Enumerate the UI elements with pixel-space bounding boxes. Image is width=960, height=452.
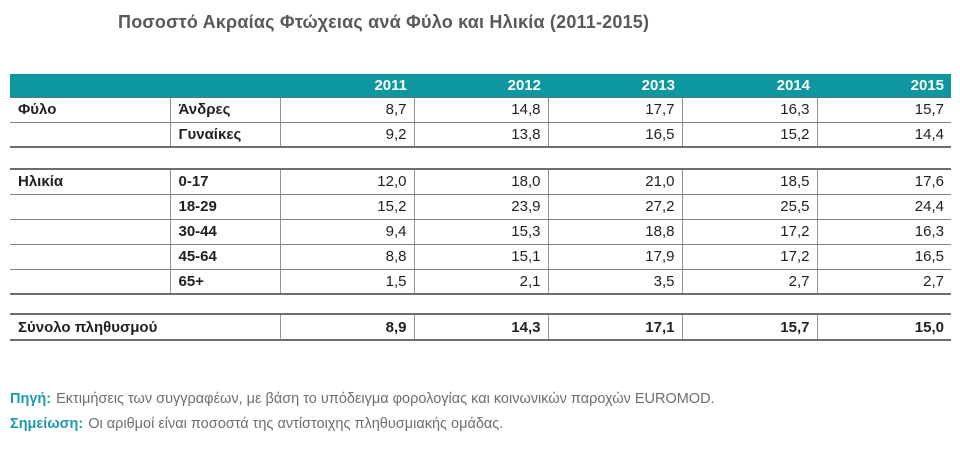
section-label-age: Ηλικία — [10, 168, 170, 195]
cell-value: 8,8 — [279, 244, 414, 270]
cell-value: 9,2 — [279, 122, 414, 148]
table-row-total: Σύνολο πληθυσμού 8,9 14,3 17,1 15,7 15,0 — [10, 313, 951, 341]
cell-value: 15,3 — [413, 219, 548, 245]
cell-value: 15,7 — [816, 97, 951, 123]
cell-value: 15,2 — [279, 194, 414, 220]
year-header-2014: 2014 — [682, 74, 817, 98]
cell-value: 2,7 — [816, 269, 951, 295]
row-label-age-65plus: 65+ — [169, 269, 280, 295]
total-value: 15,7 — [681, 313, 817, 341]
year-header-2011: 2011 — [280, 74, 414, 98]
cell-value: 3,5 — [547, 269, 682, 295]
total-value: 8,9 — [279, 313, 414, 341]
cell-value: 2,1 — [413, 269, 548, 295]
cell-value: 18,8 — [547, 219, 682, 245]
cell-value: 8,7 — [279, 97, 414, 123]
row-label-age-45-64: 45-64 — [169, 244, 280, 270]
cell-value: 17,6 — [816, 168, 951, 195]
cell-value: 18,0 — [413, 168, 548, 195]
empty-cell — [10, 194, 170, 220]
footnotes: Πηγή: Εκτιμήσεις των συγγραφέων, με βάση … — [10, 387, 960, 437]
cell-value: 23,9 — [413, 194, 548, 220]
table-row-age-30-44: 30-44 9,4 15,3 18,8 17,2 16,3 — [10, 219, 951, 245]
cell-value: 21,0 — [547, 168, 682, 195]
total-value: 14,3 — [413, 313, 548, 341]
cell-value: 14,8 — [413, 97, 548, 123]
cell-value: 2,7 — [681, 269, 817, 295]
cell-value: 17,9 — [547, 244, 682, 270]
cell-value: 25,5 — [681, 194, 817, 220]
table-row-men: Φύλο Άνδρες 8,7 14,8 17,7 16,3 15,7 — [10, 97, 951, 123]
poverty-table: 2011 2012 2013 2014 2015 Φύλο Άνδρες 8,7… — [10, 74, 951, 341]
table-row-age-18-29: 18-29 15,2 23,9 27,2 25,5 24,4 — [10, 194, 951, 220]
year-header-2012: 2012 — [414, 74, 548, 98]
cell-value: 18,5 — [681, 168, 817, 195]
cell-value: 1,5 — [279, 269, 414, 295]
row-label-age-18-29: 18-29 — [169, 194, 280, 220]
total-value: 15,0 — [816, 313, 951, 341]
cell-value: 16,5 — [816, 244, 951, 270]
empty-cell — [10, 244, 170, 270]
cell-value: 15,1 — [413, 244, 548, 270]
table-row-age-45-64: 45-64 8,8 15,1 17,9 17,2 16,5 — [10, 244, 951, 270]
total-label: Σύνολο πληθυσμού — [10, 313, 280, 341]
cell-value: 17,2 — [681, 219, 817, 245]
table-header-row: 2011 2012 2013 2014 2015 — [10, 74, 951, 98]
section-spacer — [10, 294, 951, 314]
table-row-age-65plus: 65+ 1,5 2,1 3,5 2,7 2,7 — [10, 269, 951, 295]
empty-cell — [10, 219, 170, 245]
source-note-label: Πηγή: — [10, 391, 52, 407]
remark-note-label: Σημείωση: — [10, 416, 84, 432]
row-label-men: Άνδρες — [169, 97, 280, 123]
header-empty-cell — [10, 74, 280, 98]
cell-value: 9,4 — [279, 219, 414, 245]
cell-value: 16,5 — [547, 122, 682, 148]
cell-value: 12,0 — [279, 168, 414, 195]
empty-cell — [10, 122, 170, 148]
cell-value: 15,2 — [681, 122, 817, 148]
year-header-2015: 2015 — [817, 74, 951, 98]
source-note: Πηγή: Εκτιμήσεις των συγγραφέων, με βάση … — [10, 387, 960, 412]
cell-value: 24,4 — [816, 194, 951, 220]
row-label-age-0-17: 0-17 — [169, 168, 280, 195]
cell-value: 13,8 — [413, 122, 548, 148]
cell-value: 14,4 — [816, 122, 951, 148]
remark-note: Σημείωση: Οι αριθμοί είναι ποσοστά της αν… — [10, 412, 960, 437]
total-value: 17,1 — [547, 313, 682, 341]
section-label-gender: Φύλο — [10, 97, 170, 123]
empty-cell — [10, 269, 170, 295]
row-label-age-30-44: 30-44 — [169, 219, 280, 245]
source-note-text: Εκτιμήσεις των συγγραφέων, με βάση το υπ… — [56, 391, 715, 407]
cell-value: 16,3 — [681, 97, 817, 123]
page-title: Ποσοστό Ακραίας Φτώχειας ανά Φύλο και Ηλ… — [118, 12, 650, 32]
year-header-2013: 2013 — [548, 74, 682, 98]
section-spacer — [10, 147, 951, 169]
table-row-age-0-17: Ηλικία 0-17 12,0 18,0 21,0 18,5 17,6 — [10, 168, 951, 195]
cell-value: 17,7 — [547, 97, 682, 123]
cell-value: 16,3 — [816, 219, 951, 245]
table-row-women: Γυναίκες 9,2 13,8 16,5 15,2 14,4 — [10, 122, 951, 148]
cell-value: 27,2 — [547, 194, 682, 220]
remark-note-text: Οι αριθμοί είναι ποσοστά της αντίστοιχης… — [88, 416, 504, 432]
row-label-women: Γυναίκες — [169, 122, 280, 148]
cell-value: 17,2 — [681, 244, 817, 270]
